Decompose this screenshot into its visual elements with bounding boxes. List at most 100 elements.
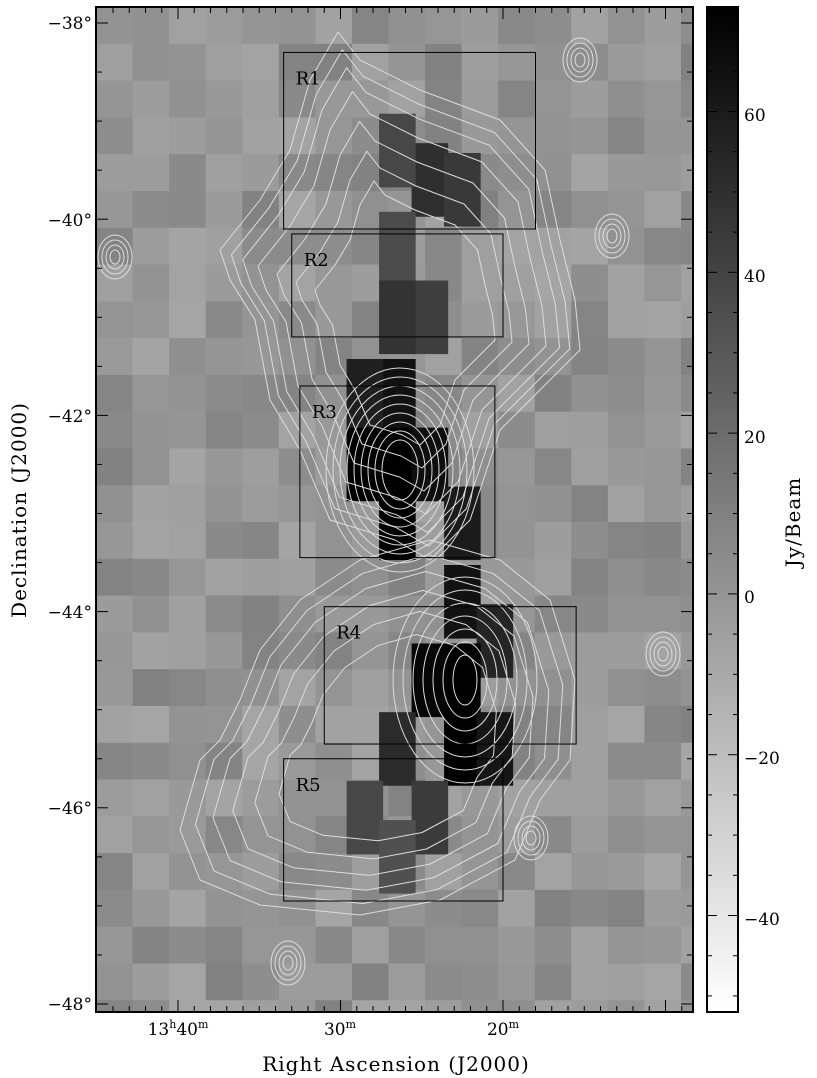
noise-pixel xyxy=(607,485,645,523)
noise-pixel xyxy=(242,301,280,339)
noise-pixel xyxy=(461,926,499,964)
noise-pixel xyxy=(388,7,426,45)
region-box xyxy=(323,606,577,745)
noise-pixel xyxy=(498,963,536,1001)
contour-line xyxy=(219,31,581,561)
noise-pixel xyxy=(498,448,536,486)
noise-pixel xyxy=(96,779,134,817)
noise-pixel xyxy=(169,705,207,744)
noise-pixel xyxy=(607,632,645,670)
colorbar-frame xyxy=(706,6,739,1013)
noise-pixel xyxy=(132,7,170,45)
noise-pixel xyxy=(534,80,572,118)
contour-line xyxy=(346,394,454,546)
noise-pixel xyxy=(681,853,693,891)
noise-pixel xyxy=(461,816,499,854)
noise-pixel xyxy=(425,7,463,45)
noise-pixel xyxy=(242,926,280,964)
region-label: R5 xyxy=(296,775,321,796)
noise-pixel xyxy=(242,816,280,854)
region-boxes: R1 R2 R3 R4 R5 xyxy=(283,51,577,902)
noise-pixel xyxy=(607,963,645,1001)
noise-pixel xyxy=(681,522,693,560)
noise-pixel xyxy=(461,779,499,817)
contour-line xyxy=(513,815,549,861)
contour-line xyxy=(97,234,133,280)
noise-pixel xyxy=(205,558,243,597)
x-tick-hours: 13 xyxy=(148,1020,170,1040)
noise-pixel xyxy=(607,227,645,266)
noise-pixel xyxy=(644,154,682,192)
noise-pixel xyxy=(169,43,207,82)
noise-pixel xyxy=(425,963,463,1001)
noise-pixel xyxy=(242,632,280,670)
noise-pixel xyxy=(388,1000,426,1012)
y-tick-label: −48° xyxy=(48,995,92,1015)
map-ticks xyxy=(96,7,693,1012)
noise-pixel xyxy=(571,816,609,854)
noise-pixel xyxy=(461,1000,499,1012)
noise-pixel xyxy=(205,485,243,523)
noise-pixel xyxy=(96,338,134,376)
noise-pixel xyxy=(242,595,280,633)
noise-pixel xyxy=(96,669,134,707)
noise-pixel xyxy=(498,190,536,229)
noise-pixel xyxy=(607,926,645,964)
noise-pixel xyxy=(644,816,682,854)
noise-pixel xyxy=(315,190,353,229)
noise-pixel xyxy=(169,374,207,413)
noise-pixel xyxy=(169,80,207,118)
colorbar-tick-label: −20 xyxy=(744,749,780,769)
noise-pixel xyxy=(681,411,693,449)
noise-pixel xyxy=(607,7,645,45)
noise-pixel xyxy=(534,411,572,449)
noise-pixel xyxy=(205,154,243,192)
noise-pixel xyxy=(681,669,693,707)
noise-pixel xyxy=(242,705,280,744)
noise-pixel xyxy=(132,779,170,817)
noise-pixel xyxy=(315,264,353,302)
noise-pixel xyxy=(205,374,243,413)
noise-pixel xyxy=(132,632,170,670)
noise-pixel xyxy=(498,926,536,964)
noise-pixel xyxy=(205,705,243,744)
noise-pixel xyxy=(644,227,682,266)
contour-line xyxy=(570,47,590,73)
noise-pixel xyxy=(169,889,207,928)
contour-line xyxy=(105,244,125,270)
noise-pixel xyxy=(534,117,572,155)
noise-pixel xyxy=(681,80,693,118)
noise-pixel xyxy=(571,190,609,229)
emission-pixel xyxy=(411,643,449,718)
noise-pixel xyxy=(205,632,243,670)
noise-pixel xyxy=(607,117,645,155)
noise-pixel xyxy=(498,301,536,339)
noise-pixel xyxy=(498,1000,536,1012)
noise-pixel xyxy=(571,338,609,376)
noise-pixel xyxy=(278,485,316,523)
contour-line xyxy=(452,654,478,706)
x-tick-minutes: 30 xyxy=(324,1020,346,1040)
noise-pixel xyxy=(205,7,243,45)
noise-pixel xyxy=(96,705,134,744)
noise-pixel xyxy=(169,448,207,486)
noise-pixel xyxy=(498,485,536,523)
colorbar-label: Jy/Beam xyxy=(781,477,805,569)
contour-line xyxy=(353,403,447,537)
noise-pixel xyxy=(169,227,207,266)
contour-line xyxy=(270,940,306,986)
emission-pixel xyxy=(411,780,449,855)
contour-line xyxy=(525,830,537,846)
noise-pixel xyxy=(425,889,463,928)
contour-line xyxy=(314,180,496,446)
noise-pixel xyxy=(278,816,316,854)
noise-pixel xyxy=(96,374,134,413)
noise-pixel xyxy=(278,705,316,744)
noise-pixel xyxy=(498,816,536,854)
noise-pixel xyxy=(351,669,389,707)
noise-pixel xyxy=(278,779,316,817)
noise-pixel xyxy=(425,374,463,413)
y-tick-label: −40° xyxy=(48,211,92,231)
contour-line xyxy=(442,641,488,719)
noise-pixel xyxy=(534,43,572,82)
